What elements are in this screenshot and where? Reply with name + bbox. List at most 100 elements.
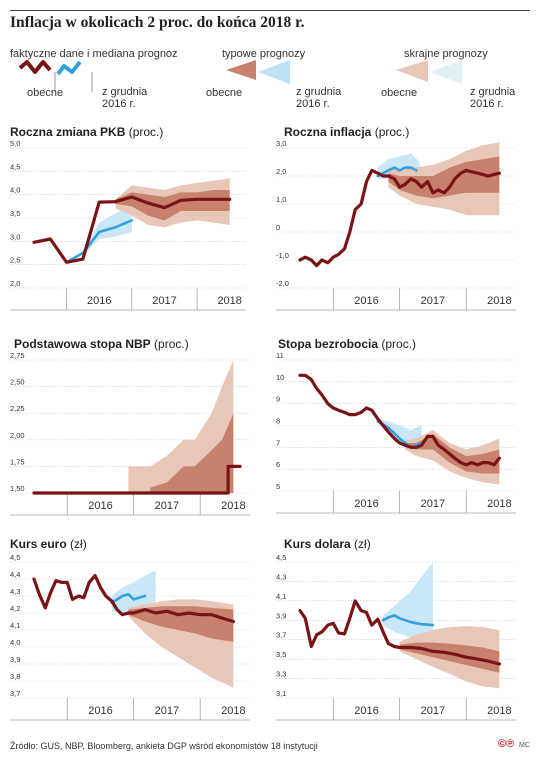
y-tick-label: 4,5 [10,553,20,562]
legend-dec2016-label-1: z grudnia 2016 r. [102,86,148,110]
panel-title-cpi-text: Roczna inflacja [284,125,372,139]
chart-unemployment: 11 10 9 8 7 6 5 2016 2017 2018 [276,351,516,514]
y-tick-label: -2,0 [276,279,289,288]
panel-unit-cpi: (proc.) [374,125,410,139]
legend-extreme-swatch [396,60,428,82]
y-tick-label: 3,7 [276,631,286,640]
panel-title-usd-text: Kurs dolara [284,537,351,551]
y-tick-label: 7 [276,438,280,447]
x-tick-label: 2016 [354,705,378,717]
band-dec2016 [383,562,433,640]
y-tick-label: 2,0 [276,167,286,176]
x-tick-label: 2017 [152,295,176,307]
y-tick-label: 2,50 [10,378,25,387]
publisher-logo: ©℗ [498,738,515,750]
band-typical [388,156,500,199]
x-tick-label: 2018 [487,295,511,307]
panel-unit-unemployment: (proc.) [381,337,417,351]
x-tick-label: 2017 [155,500,179,512]
y-tick-label: 5,0 [10,139,20,148]
panel-unit-pkb: (proc.) [128,125,164,139]
y-tick-label: 3,3 [276,670,286,679]
x-tick-label: 2018 [217,295,241,307]
series-line-dec2016 [376,166,418,178]
y-tick-label: 1,0 [276,195,286,204]
panel-title-cpi: Roczna inflacja (proc.) [284,125,409,139]
panel-title-unemployment-text: Stopa bezrobocia [278,337,379,351]
legend-typical-swatch [226,60,256,80]
series-line-median [113,195,232,210]
x-tick-label: 2017 [421,705,445,717]
series-line-actual [298,168,390,268]
source-note: Źródło: GUS, NBP, Bloomberg, ankieta DGP… [10,741,318,751]
y-tick-label: 4,4 [10,570,20,579]
y-tick-label: 6 [276,460,280,469]
x-tick-label: 2018 [487,498,511,510]
y-tick-label: 2,00 [10,431,25,440]
band-typical [150,413,234,493]
panel-unit-nbp: (proc.) [154,337,189,351]
y-tick-label: 3,9 [276,611,286,620]
page-title: Inflacja w okolicach 2 proc. do końca 20… [10,14,305,31]
legend-dec2016-label-3: z grudnia 2016 r. [470,86,516,110]
y-tick-label: 3,5 [276,650,286,659]
y-tick-label: 4,3 [10,587,20,596]
y-tick-label: 2,5 [10,256,20,265]
chart-nbp: 2,75 2,50 2,25 2,00 1,75 1,50 2016 2017 2018 [10,351,250,516]
chart-usd: 4,5 4,3 4,1 3,9 3,7 3,5 3,3 3,1 2016 2017 2018 [276,553,516,721]
y-tick-label: 4,1 [10,621,20,630]
y-tick-label: 8 [276,417,280,426]
legend-current-label-2: obecne [206,87,243,99]
x-tick-label: 2018 [221,500,245,512]
y-tick-label: 4,3 [276,572,286,581]
y-tick-label: 5 [276,482,280,491]
series-line-median [403,434,501,467]
series-line-dec2016 [65,219,134,264]
author-initials: MC [519,742,530,749]
x-tick-label: 2016 [88,500,112,512]
y-tick-label: 3,5 [10,209,20,218]
y-tick-label: 3,0 [276,139,286,148]
legend-group-actual: faktyczne dane i mediana prognoz [10,48,178,60]
x-tick-label: 2017 [155,705,179,717]
panel-title-eur-text: Kurs euro [10,537,67,551]
panel-title-nbp-text: Podstawowa stopa NBP [14,337,151,351]
y-tick-label: 11 [276,351,284,360]
legend-group-typical: typowe prognozy [222,48,306,60]
y-tick-label: 3,9 [10,655,20,664]
y-tick-label: -1,0 [276,251,289,260]
legend-typical-dec-swatch [258,60,290,84]
y-tick-label: 2,25 [10,404,25,413]
series-line-actual [32,574,130,617]
legend-group-extreme: skrajne prognozy [404,48,488,60]
y-tick-label: 9 [276,395,280,404]
panel-title-pkb: Roczna zmiana PKB (proc.) [10,125,163,139]
x-tick-label: 2017 [421,295,445,307]
y-tick-label: 3,1 [276,689,286,698]
series-line-actual [32,200,118,264]
series-line-median [386,168,501,195]
legend-extreme-dec-swatch [430,60,462,84]
panel-unit-usd: (zł) [354,537,371,551]
y-tick-label: 4,0 [10,186,20,195]
panel-unit-eur: (zł) [70,537,87,551]
panel-title-nbp: Podstawowa stopa NBP (proc.) [14,337,189,351]
y-tick-label: 2,75 [10,351,25,360]
chart-cpi: 3,0 2,0 1,0 0 -1,0 -2,0 2016 2017 2018 [276,139,516,311]
y-tick-label: 4,1 [276,592,286,601]
x-tick-label: 2016 [87,295,111,307]
chart-eur: 4,5 4,4 4,3 4,2 4,1 4,0 3,9 3,8 3,7 2016 2017 2018 [10,553,250,721]
y-tick-label: 10 [276,373,284,382]
legend-actual-swatch [18,60,52,74]
legend-current-label-3: obecne [381,87,418,99]
y-tick-label: 4,0 [10,638,20,647]
legend-icons [18,60,462,92]
top-rule [10,10,530,11]
y-tick-label: 1,50 [10,484,25,493]
legend-current-label-1: obecne [27,87,64,99]
x-tick-label: 2016 [354,498,378,510]
y-tick-label: 3,7 [10,689,20,698]
series-line-median [398,645,501,666]
panel-title-pkb-text: Roczna zmiana PKB [10,125,126,139]
